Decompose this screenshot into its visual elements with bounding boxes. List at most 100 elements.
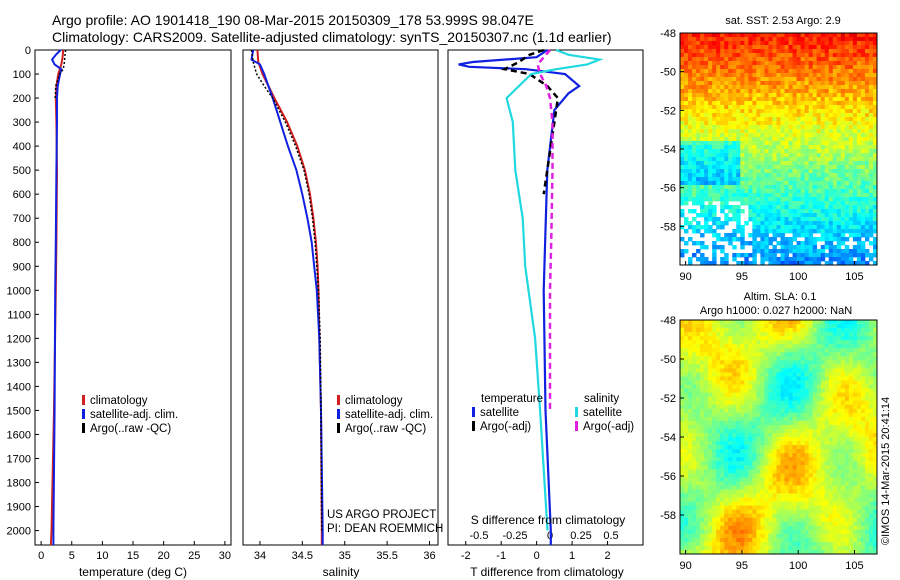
map-cell [824,153,830,158]
map-cell [796,261,802,266]
map-cell [860,73,866,78]
map-cell [832,432,838,438]
map-cell [848,137,854,142]
map-cell [808,465,814,470]
map-cell [784,408,789,414]
map-cell [740,197,745,202]
map-cell [748,489,753,494]
map-cell [804,65,810,70]
map-cell [768,193,773,198]
map-cell [816,477,822,482]
map-cell [864,225,870,230]
map-cell [800,89,806,94]
map-cell [796,392,802,398]
map-cell [720,432,725,438]
map-cell [844,65,850,70]
map-cell [872,85,878,90]
map-cell [828,233,834,238]
map-cell [828,348,834,353]
lon-tick-label: 90 [680,271,692,283]
map-cell [816,489,822,494]
map-cell [728,197,733,202]
map-cell [752,117,757,122]
map-cell [868,388,874,394]
map-cell [720,352,725,357]
map-cell [732,424,737,430]
map-cell [804,364,810,369]
map-cell [724,37,729,42]
map-cell [748,328,753,333]
map-cell [820,73,826,78]
map-cell [764,360,769,365]
map-cell [816,457,822,462]
map-cell [824,133,830,138]
map-cell [764,117,769,122]
map-cell [712,428,717,434]
map-cell [720,133,725,138]
map-cell [796,461,802,466]
map-cell [760,185,765,190]
map-cell [788,465,793,470]
map-cell [812,249,818,254]
map-cell [788,225,793,230]
map-cell [792,257,797,262]
map-cell [688,497,693,502]
map-cell [820,328,826,333]
map-cell [812,113,818,118]
map-cell [852,485,858,490]
map-cell [844,348,850,353]
map-cell [760,141,765,146]
map-cell [792,97,797,102]
map-cell [796,437,802,442]
map-cell [788,380,793,385]
map-cell [824,328,830,333]
map-cell [800,400,806,406]
map-cell [748,209,753,214]
map-cell [764,149,769,154]
map-cell [692,101,697,106]
map-cell [852,153,858,158]
map-cell [780,493,785,498]
map-cell [744,320,749,325]
map-cell [740,165,745,170]
map-cell [680,81,685,86]
map-cell [680,404,685,410]
map-cell [684,396,689,402]
map-cell [792,428,797,434]
map-cell [812,388,818,394]
map-cell [752,368,757,373]
map-cell [736,129,741,134]
map-cell [848,465,854,470]
map-cell [768,125,773,130]
map-cell [872,489,878,494]
map-cell [768,336,773,341]
map-cell [772,424,777,430]
map-cell [764,217,769,222]
map-cell [732,89,737,94]
map-cell [800,53,806,58]
map-cell [864,344,870,349]
map-cell [784,344,789,349]
map-cell [776,153,781,158]
map-cell [804,201,810,206]
map-cell [776,41,781,46]
map-cell [864,348,870,353]
map-cell [708,125,713,130]
map-cell [764,89,769,94]
map-cell [824,101,830,106]
map-cell [864,185,870,190]
map-cell [692,37,697,42]
map-cell [680,209,685,214]
map-cell [712,185,717,190]
map-cell [816,424,822,430]
map-cell [752,45,757,50]
legend-label-s-satellite: satellite [583,407,622,419]
map-cell [812,420,818,426]
map-cell [756,73,761,78]
map-cell [776,481,781,486]
map-cell [752,37,757,42]
map-cell [692,441,697,446]
map-cell [756,129,761,134]
map-cell [784,205,789,210]
map-cell [740,428,745,434]
